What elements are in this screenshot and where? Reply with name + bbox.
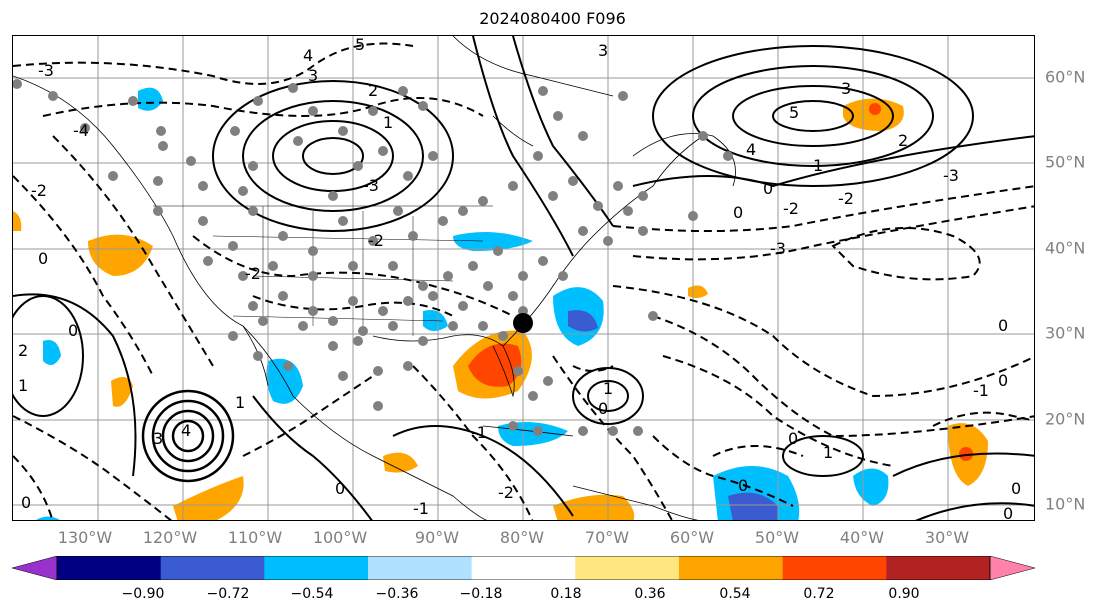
contour-label: 3 bbox=[598, 41, 608, 60]
colorbar-extend-high bbox=[989, 556, 1035, 580]
contour-label: -3 bbox=[943, 166, 959, 185]
contour-label-group: 5 4 3 2 1 5 4 3 2 1 0 0 -2 -2 -3 -3 -3 -… bbox=[18, 36, 1021, 521]
colorbar-tick: 0.36 bbox=[634, 586, 666, 602]
contour-label: 0 bbox=[335, 479, 345, 498]
contour-label: 0 bbox=[1011, 479, 1021, 498]
colorbar-tick: −0.54 bbox=[290, 586, 334, 602]
contour-label: 1 bbox=[813, 156, 823, 175]
contour-label: 0 bbox=[788, 429, 798, 448]
lon-label: 110°W bbox=[227, 528, 283, 547]
contour-label: 4 bbox=[181, 421, 191, 440]
lon-label: 50°W bbox=[754, 528, 800, 547]
contour-label: -2 bbox=[838, 189, 854, 208]
contours bbox=[13, 36, 1034, 520]
contour-label: 4 bbox=[303, 46, 313, 65]
lon-label: 30°W bbox=[924, 528, 970, 547]
contour-label: -3 bbox=[770, 239, 786, 258]
lon-label: 130°W bbox=[57, 528, 113, 547]
lat-label: 30°N bbox=[1045, 323, 1086, 343]
map-panel: 5 4 3 2 1 5 4 3 2 1 0 0 -2 -2 -3 -3 -3 -… bbox=[12, 35, 1035, 521]
contour-label: 3 bbox=[153, 429, 163, 448]
contour-label: -2 bbox=[245, 264, 261, 283]
contour-label: 3 bbox=[308, 66, 318, 85]
lat-label: 60°N bbox=[1045, 67, 1086, 87]
colorbar-segment bbox=[471, 556, 576, 580]
contour-label: 3 bbox=[841, 79, 851, 98]
contour-label: 5 bbox=[355, 36, 365, 54]
contour-label: 0 bbox=[738, 476, 748, 495]
contour-label: -3 bbox=[363, 176, 379, 195]
colorbar-tick: 0.54 bbox=[719, 586, 751, 602]
station-dots bbox=[13, 79, 733, 436]
contour-label: 1 bbox=[235, 393, 245, 412]
lon-label: 100°W bbox=[312, 528, 368, 547]
contour-label: 0 bbox=[598, 399, 608, 418]
dashed-contours bbox=[13, 42, 1034, 520]
contour-label: 0 bbox=[21, 493, 31, 512]
contour-label: 5 bbox=[789, 103, 799, 122]
colorbar-extend-low bbox=[12, 556, 58, 580]
colorbar-tick: −0.72 bbox=[206, 586, 250, 602]
lon-label: 60°W bbox=[669, 528, 715, 547]
colorbar-tick: 0.18 bbox=[550, 586, 582, 602]
contour-label: -2 bbox=[498, 483, 514, 502]
lon-label: 80°W bbox=[499, 528, 545, 547]
colorbar bbox=[12, 556, 1035, 580]
colorbar-segment bbox=[160, 556, 265, 580]
contour-label: -1 bbox=[471, 423, 487, 442]
contour-label: 4 bbox=[746, 140, 756, 159]
lon-label: 40°W bbox=[839, 528, 885, 547]
contour-label: 0 bbox=[998, 371, 1008, 390]
colorbar-segment bbox=[57, 556, 162, 580]
contour-label: -2 bbox=[31, 181, 47, 200]
lat-label: 40°N bbox=[1045, 238, 1086, 258]
colorbar-outline bbox=[56, 556, 991, 580]
contour-label: -2 bbox=[368, 231, 384, 250]
contour-label: 1 bbox=[823, 443, 833, 462]
colorbar-tick: −0.36 bbox=[375, 586, 419, 602]
lat-label: 50°N bbox=[1045, 152, 1086, 172]
contour-label: 0 bbox=[68, 321, 78, 340]
contour-label: 1 bbox=[383, 113, 393, 132]
contour-label: 1 bbox=[603, 379, 613, 398]
contour-label: -4 bbox=[73, 121, 89, 140]
map-title: 2024080400 F096 bbox=[479, 9, 626, 28]
colorbar-segment bbox=[886, 556, 991, 580]
colorbar-tick: 0.72 bbox=[803, 586, 835, 602]
contour-label: 0 bbox=[38, 249, 48, 268]
colorbar-tick: −0.90 bbox=[121, 586, 165, 602]
colorbar-segment bbox=[782, 556, 887, 580]
contour-label: 0 bbox=[763, 179, 773, 198]
contour-label: -1 bbox=[973, 381, 989, 400]
lat-label: 20°N bbox=[1045, 409, 1086, 429]
center-marker bbox=[513, 313, 533, 333]
contour-label: -3 bbox=[38, 61, 54, 80]
contour-label: -2 bbox=[783, 199, 799, 218]
contour-label: 0 bbox=[733, 203, 743, 222]
colorbar-tick: 0.90 bbox=[888, 586, 920, 602]
contour-label: 1 bbox=[18, 376, 28, 395]
contour-label: 2 bbox=[898, 131, 908, 150]
lat-label: 10°N bbox=[1045, 494, 1086, 514]
contour-label: 0 bbox=[1003, 504, 1013, 521]
contour-label: 0 bbox=[998, 316, 1008, 335]
map-canvas: 5 4 3 2 1 5 4 3 2 1 0 0 -2 -2 -3 -3 -3 -… bbox=[13, 36, 1034, 521]
contour-label: 2 bbox=[18, 341, 28, 360]
colorbar-segment bbox=[368, 556, 473, 580]
colorbar-segment bbox=[575, 556, 680, 580]
lon-label: 70°W bbox=[584, 528, 630, 547]
lon-label: 120°W bbox=[142, 528, 198, 547]
colorbar-segment bbox=[679, 556, 784, 580]
colorbar-segment bbox=[264, 556, 369, 580]
contour-label: 2 bbox=[368, 81, 378, 100]
colorbar-segments bbox=[12, 556, 1035, 580]
lon-label: 90°W bbox=[414, 528, 460, 547]
contour-label: -1 bbox=[413, 499, 429, 518]
colorbar-tick: −0.18 bbox=[459, 586, 503, 602]
